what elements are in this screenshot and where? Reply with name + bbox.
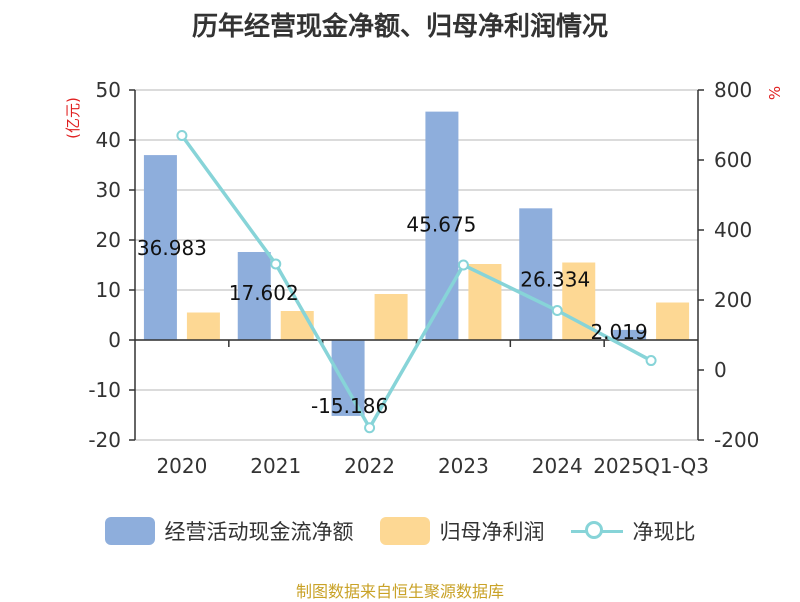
right-tick-label: 0 [714, 358, 727, 382]
legend-swatch-cash-flow [104, 517, 155, 545]
ratio-point [551, 305, 563, 316]
left-tick-label: 0 [108, 328, 121, 352]
x-tick-label: 2025Q1-Q3 [593, 454, 709, 478]
bar-cash-flow [613, 329, 647, 340]
bar-cash-flow [331, 340, 365, 416]
ratio-point [270, 258, 282, 270]
right-tick-label: 400 [714, 218, 752, 242]
grid-lines [135, 89, 698, 441]
right-tick-label: 200 [714, 288, 752, 312]
x-tick-label: 2022 [344, 454, 395, 478]
ratio-line [176, 130, 657, 434]
left-tick-label: 10 [96, 278, 121, 302]
right-tick-label: 600 [714, 148, 752, 172]
legend-label-cash-ratio: 净现比 [632, 520, 696, 544]
data-label-cash-flow: 17.602 [229, 281, 299, 305]
x-tick-label: 2021 [250, 454, 301, 478]
ratio-point [364, 422, 376, 434]
ratio-point [176, 130, 188, 141]
bar-net-profit [656, 302, 690, 340]
bar-cash-flow [237, 251, 271, 340]
ratio-point [645, 355, 657, 367]
legend: 经营活动现金流净额 归母净利润 净现比 [0, 516, 800, 546]
legend-item-cash-ratio[interactable]: 净现比 [570, 516, 696, 546]
labels: 50 40 30 20 10 0 -10 -20 800 600 400 200 0 -200 (亿元)% 2… [64, 78, 784, 478]
right-tick-label: -200 [714, 428, 759, 452]
left-axis-unit-label: (亿元) [64, 97, 82, 139]
left-tick-label: 30 [96, 178, 121, 202]
x-tick-label: 2023 [438, 454, 489, 478]
data-label-cash-flow: -15.186 [311, 394, 388, 418]
axes [129, 89, 704, 441]
bar-net-profit [186, 312, 220, 340]
bar-net-profit [280, 311, 314, 340]
ratio-line-path [180, 134, 652, 432]
legend-swatch-cash-ratio [570, 517, 623, 545]
source-note: 制图数据来自恒生聚源数据库 [295, 582, 504, 601]
x-tick-label: 2020 [156, 454, 207, 478]
right-tick-label: 800 [714, 78, 752, 102]
left-tick-label: -10 [88, 378, 121, 402]
data-label-cash-flow: 36.983 [137, 236, 207, 260]
left-tick-label: 20 [96, 228, 121, 252]
bar-net-profit [374, 294, 408, 340]
data-label-cash-flow: 45.675 [406, 213, 476, 237]
legend-item-cash-flow[interactable]: 经营活动现金流净额 [104, 516, 354, 546]
data-label-cash-flow: 2.019 [590, 320, 647, 344]
ratio-point [457, 259, 469, 271]
bars [143, 111, 690, 416]
data-label-cash-flow: 26.334 [520, 267, 590, 291]
chart-title: 历年经营现金净额、归母净利润情况 [191, 12, 608, 42]
legend-swatch-net-profit [379, 517, 430, 545]
x-tick-label: 2024 [532, 454, 583, 478]
left-tick-label: 50 [96, 78, 121, 102]
legend-label-cash-flow: 经营活动现金流净额 [164, 520, 354, 544]
right-axis-unit-label: % [766, 86, 784, 100]
legend-item-net-profit[interactable]: 归母净利润 [379, 516, 545, 546]
bar-cash-flow [519, 208, 553, 340]
legend-label-net-profit: 归母净利润 [439, 520, 545, 544]
left-tick-label: -20 [88, 428, 121, 452]
left-tick-label: 40 [96, 128, 121, 152]
bar-cash-flow [143, 155, 177, 340]
